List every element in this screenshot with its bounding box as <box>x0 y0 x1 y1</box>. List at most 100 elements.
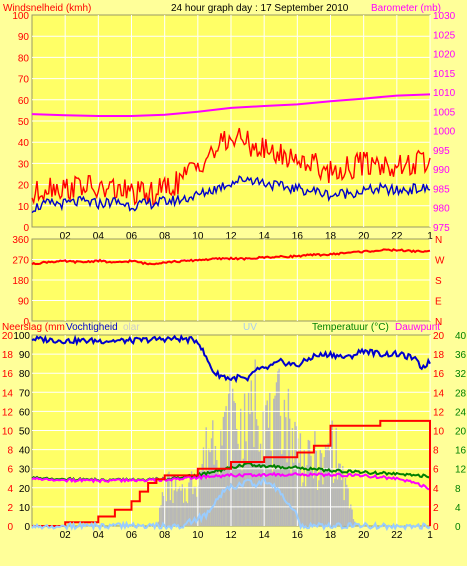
solar-bar <box>322 484 324 526</box>
solar-bar <box>228 393 230 526</box>
x-tick-label: 06 <box>126 231 138 242</box>
wind-pressure-series <box>31 93 431 214</box>
solar-bar <box>196 496 198 526</box>
solar-bar <box>289 418 291 526</box>
solar-bar <box>348 508 351 526</box>
solar-bar <box>243 393 246 526</box>
compass-tick: N <box>435 235 442 246</box>
solar-bar <box>352 519 355 526</box>
x-tick-label: 1 <box>427 530 433 541</box>
wind-direction-line <box>31 248 431 266</box>
solar-bar <box>221 445 223 526</box>
solar-bar <box>214 446 217 526</box>
solar-bar <box>310 455 312 526</box>
barometer-tick: 1005 <box>433 107 456 118</box>
barometer-tick: 975 <box>433 223 450 234</box>
solar-bar <box>200 471 202 526</box>
solar-bar <box>198 469 201 526</box>
temperature-tick: 12 <box>455 465 467 476</box>
solar-bar <box>189 475 191 526</box>
compass-tick: N <box>435 317 442 328</box>
solar-bar <box>173 490 175 526</box>
uv-axis-label: UV <box>243 322 257 333</box>
precipitation-tick: 20 <box>2 331 14 342</box>
right-tick: 2 <box>433 503 439 514</box>
direction-tick: 90 <box>18 297 30 308</box>
solar-bar <box>278 368 280 526</box>
solar-bar <box>314 431 316 526</box>
solar-bar <box>299 433 302 526</box>
solar-bar <box>318 480 320 526</box>
wind-speed-tick: 90 <box>18 32 30 43</box>
humidity-tick: 30 <box>19 465 31 476</box>
x-tick-label: 10 <box>192 231 204 242</box>
solar-bar <box>315 450 317 526</box>
temperature-tick: 28 <box>455 388 467 399</box>
solar-bar <box>213 464 215 526</box>
humidity-tick: 80 <box>19 369 31 380</box>
direction-tick: 360 <box>12 235 29 246</box>
temperature-tick: 20 <box>455 427 467 438</box>
precipitation-axis-label: Neerslag (mm <box>2 322 65 333</box>
humidity-temperature-series <box>31 334 431 532</box>
solar-bar <box>279 415 282 526</box>
right-tick: 0 <box>433 522 439 533</box>
barometer-line <box>31 93 431 117</box>
solar-bar <box>240 408 242 526</box>
temperature-tick: 8 <box>455 484 461 495</box>
precipitation-tick: 10 <box>2 427 14 438</box>
solar-bar <box>169 500 171 526</box>
solar-bar <box>290 472 292 526</box>
solar-axis-label: olar <box>123 322 140 333</box>
solar-bar <box>201 464 203 526</box>
solar-bar <box>172 503 174 526</box>
solar-bar <box>177 488 179 526</box>
right-tick: 4 <box>433 484 439 495</box>
solar-bar <box>216 460 218 526</box>
solar-bar <box>265 405 267 526</box>
solar-bar <box>194 486 197 526</box>
wind-speed-tick: 40 <box>18 138 30 149</box>
uv-line <box>31 476 431 532</box>
humidity-tick: 20 <box>19 484 31 495</box>
barometer-tick: 980 <box>433 204 450 215</box>
wind-speed-tick: 70 <box>18 75 30 86</box>
solar-bar <box>306 465 308 526</box>
solar-bar <box>178 486 181 526</box>
temperature-axis-label: Temperatuur (°C) <box>312 322 389 333</box>
solar-bar <box>159 507 161 526</box>
solar-bar <box>232 388 234 526</box>
solar-bar <box>160 505 162 526</box>
solar-bar <box>293 462 295 526</box>
solar-bar <box>242 458 244 526</box>
solar-bar <box>301 486 303 526</box>
wind-direction-grid <box>32 239 431 321</box>
x-tick-label: 02 <box>60 530 72 541</box>
precipitation-tick: 6 <box>7 465 13 476</box>
average-line <box>31 175 431 214</box>
x-tick-label: 12 <box>225 231 237 242</box>
solar-bar <box>258 451 260 526</box>
solar-bar <box>302 482 304 526</box>
solar-bar <box>344 477 347 526</box>
direction-tick: 270 <box>12 256 29 267</box>
solar-bar <box>316 490 319 526</box>
barometer-tick: 1000 <box>433 127 456 138</box>
solar-bar <box>182 502 185 526</box>
wind-speed-axis-label: Windsnelheid (kmh) <box>3 3 91 14</box>
x-tick-label: 10 <box>192 530 204 541</box>
solar-bar <box>245 441 247 526</box>
precipitation-tick: 4 <box>7 484 13 495</box>
solar-bar <box>305 486 307 526</box>
right-tick: 6 <box>433 465 439 476</box>
x-tick-label: 22 <box>391 530 403 541</box>
humidity-axis-label: Vochtigheid <box>66 322 118 333</box>
humidity-tick: 10 <box>19 503 31 514</box>
solar-bar <box>249 414 251 526</box>
wind-speed-tick: 30 <box>18 159 30 170</box>
solar-bar <box>271 471 274 526</box>
solar-bar <box>281 454 283 526</box>
x-tick-label: 20 <box>358 530 370 541</box>
solar-bar <box>269 393 271 526</box>
temperature-tick: 4 <box>455 503 461 514</box>
